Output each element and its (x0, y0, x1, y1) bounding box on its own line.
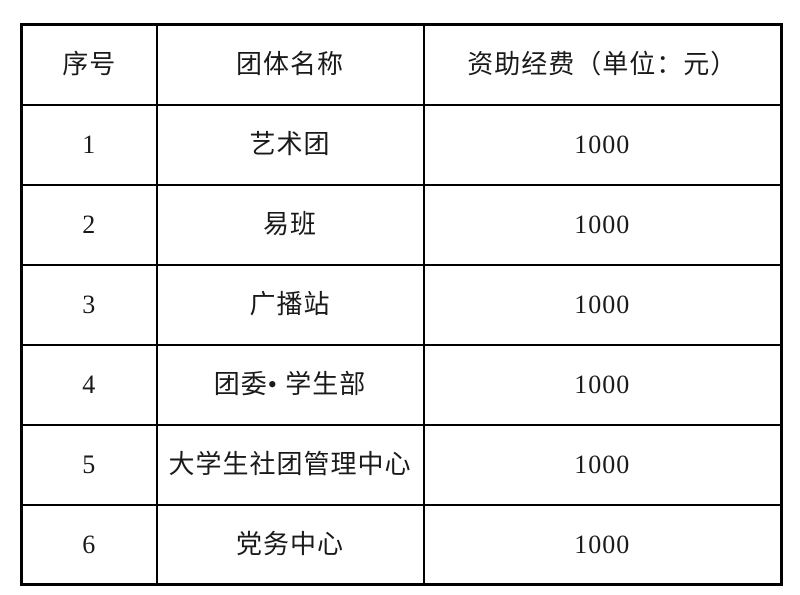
table-row: 2 易班 1000 (20, 183, 783, 266)
header-funding-amount: 资助经费（单位：元） (422, 23, 783, 106)
funding-table: 序号 团体名称 资助经费（单位：元） 1 艺术团 1000 2 易班 1000 … (20, 23, 783, 586)
cell-funding-amount: 1000 (422, 423, 783, 506)
cell-group-name: 艺术团 (155, 103, 425, 186)
table-row: 1 艺术团 1000 (20, 103, 783, 186)
table-row: 4 团委• 学生部 1000 (20, 343, 783, 426)
cell-serial: 5 (20, 423, 158, 506)
cell-group-name: 团委• 学生部 (155, 343, 425, 426)
cell-funding-amount: 1000 (422, 183, 783, 266)
header-group-name: 团体名称 (155, 23, 425, 106)
cell-serial: 4 (20, 343, 158, 426)
cell-group-name: 广播站 (155, 263, 425, 346)
table-row: 6 党务中心 1000 (20, 503, 783, 586)
cell-funding-amount: 1000 (422, 343, 783, 426)
cell-funding-amount: 1000 (422, 263, 783, 346)
cell-group-name: 党务中心 (155, 503, 425, 586)
table-row: 5 大学生社团管理中心 1000 (20, 423, 783, 506)
cell-funding-amount: 1000 (422, 503, 783, 586)
cell-serial: 1 (20, 103, 158, 186)
cell-serial: 6 (20, 503, 158, 586)
table-header-row: 序号 团体名称 资助经费（单位：元） (20, 23, 783, 106)
cell-group-name: 易班 (155, 183, 425, 266)
header-serial-number: 序号 (20, 23, 158, 106)
cell-funding-amount: 1000 (422, 103, 783, 186)
cell-serial: 3 (20, 263, 158, 346)
cell-group-name: 大学生社团管理中心 (155, 423, 425, 506)
table-row: 3 广播站 1000 (20, 263, 783, 346)
cell-serial: 2 (20, 183, 158, 266)
